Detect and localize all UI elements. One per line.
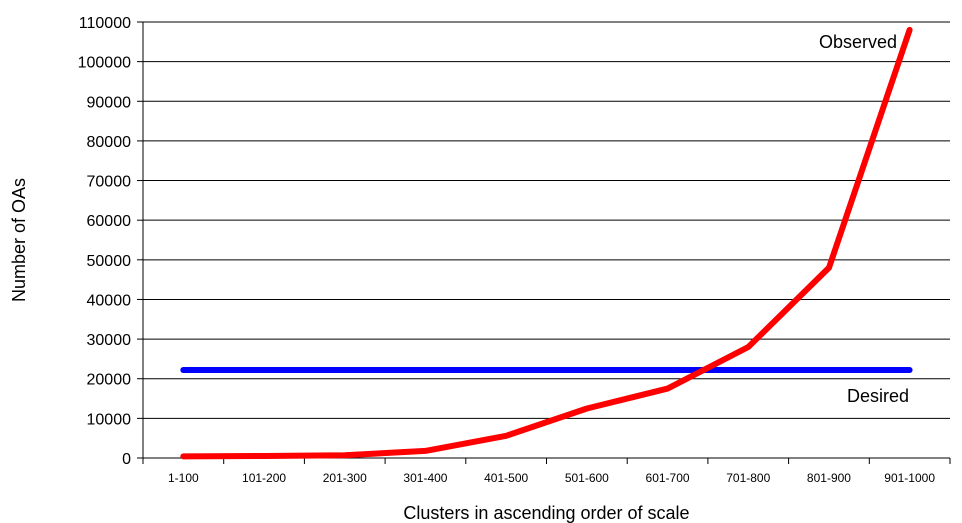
y-tick-label: 10000: [87, 411, 132, 428]
y-tick-labels: 0 10000 20000 30000 40000 50000 60000 70000 8000…: [78, 15, 131, 468]
x-tick-labels: 1-100 101-200 201-300 301-400 401-500 501-600…: [168, 471, 935, 485]
x-tick-label: 401-500: [484, 471, 528, 485]
x-tick-label: 501-600: [565, 471, 609, 485]
y-tick-label: 80000: [87, 134, 132, 151]
x-tick-label: 101-200: [242, 471, 286, 485]
series-lines: [180, 26, 913, 460]
x-tick-label: 901-1000: [884, 471, 935, 485]
series-label-desired: Desired: [847, 386, 909, 406]
series-label-observed: Observed: [819, 32, 897, 52]
gridlines: [143, 21, 950, 419]
y-tick-label: 90000: [87, 94, 132, 111]
x-tick-label: 1-100: [168, 471, 199, 485]
y-tick-label: 100000: [78, 55, 131, 72]
x-tick-label: 301-400: [403, 471, 447, 485]
axes: [137, 21, 951, 464]
y-tick-label: 70000: [87, 174, 132, 191]
y-axis-title: Number of OAs: [9, 178, 29, 302]
x-tick-label: 801-900: [807, 471, 851, 485]
y-tick-label: 40000: [87, 292, 132, 309]
x-tick-label: 201-300: [323, 471, 367, 485]
series-labels: Observed Desired: [819, 32, 909, 406]
series-line-observed: [180, 26, 913, 460]
y-tick-label: 20000: [87, 372, 132, 389]
x-tick-label: 601-700: [646, 471, 690, 485]
y-tick-label: 0: [122, 451, 131, 468]
y-tick-label: 110000: [79, 15, 131, 32]
y-tick-label: 30000: [87, 332, 132, 349]
y-tick-label: 50000: [87, 253, 132, 270]
x-axis-title: Clusters in ascending order of scale: [403, 503, 689, 523]
x-tick-label: 701-800: [726, 471, 770, 485]
y-tick-label: 60000: [87, 213, 132, 230]
